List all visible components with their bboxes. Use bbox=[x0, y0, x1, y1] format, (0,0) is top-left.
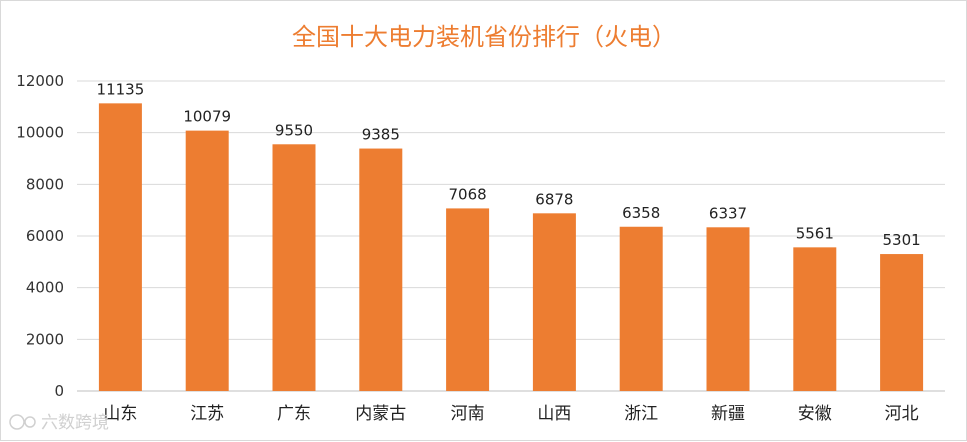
data-label: 9385 bbox=[362, 126, 400, 144]
data-label: 6358 bbox=[622, 204, 660, 222]
bar bbox=[185, 130, 229, 391]
x-axis-ticks: 山东 江苏 广东 内蒙古 河南 山西 浙江 新疆 安徽 河北 bbox=[103, 404, 918, 424]
data-label: 9550 bbox=[275, 121, 313, 139]
y-tick-label: 10000 bbox=[16, 124, 64, 142]
x-tick-label: 广东 bbox=[277, 404, 311, 424]
bar bbox=[706, 227, 750, 391]
x-tick-label: 山东 bbox=[103, 404, 137, 424]
bar bbox=[272, 144, 316, 391]
bar bbox=[532, 213, 576, 391]
bar bbox=[793, 247, 837, 391]
watermark: 六数跨境 bbox=[9, 413, 109, 433]
data-label: 11135 bbox=[97, 80, 145, 98]
bars bbox=[98, 103, 924, 392]
chart-title: 全国十大电力装机省份排行（火电） bbox=[292, 23, 676, 51]
bar bbox=[359, 148, 403, 391]
data-label: 6878 bbox=[535, 190, 573, 208]
data-label: 5301 bbox=[883, 231, 921, 249]
data-label: 6337 bbox=[709, 204, 747, 222]
y-tick-label: 2000 bbox=[26, 330, 64, 348]
bar bbox=[880, 254, 924, 391]
bar bbox=[98, 103, 142, 392]
x-tick-label: 安徽 bbox=[798, 404, 832, 424]
x-tick-label: 河南 bbox=[451, 404, 485, 424]
y-tick-label: 0 bbox=[54, 382, 64, 400]
watermark-text: 六数跨境 bbox=[41, 413, 109, 433]
data-label: 5561 bbox=[796, 224, 834, 242]
y-tick-label: 12000 bbox=[16, 72, 64, 90]
x-tick-label: 江苏 bbox=[190, 404, 224, 424]
watermark-logo-icon bbox=[9, 414, 25, 430]
y-tick-label: 4000 bbox=[26, 279, 64, 297]
x-tick-label: 浙江 bbox=[624, 404, 658, 424]
data-labels: 11135 10079 9550 9385 7068 6878 6358 6337 5561 53… bbox=[97, 80, 921, 249]
bar bbox=[446, 208, 490, 391]
y-tick-label: 8000 bbox=[26, 175, 64, 193]
bar bbox=[619, 226, 663, 391]
x-tick-label: 山西 bbox=[537, 404, 571, 424]
watermark-logo-icon-2 bbox=[24, 416, 36, 428]
x-tick-label: 新疆 bbox=[711, 404, 745, 424]
data-label: 7068 bbox=[449, 185, 487, 203]
y-axis-ticks: 0 2000 4000 6000 8000 10000 12000 bbox=[16, 72, 64, 400]
x-tick-label: 河北 bbox=[885, 404, 919, 424]
data-label: 10079 bbox=[183, 108, 231, 126]
y-tick-label: 6000 bbox=[26, 227, 64, 245]
x-tick-label: 内蒙古 bbox=[355, 404, 406, 424]
